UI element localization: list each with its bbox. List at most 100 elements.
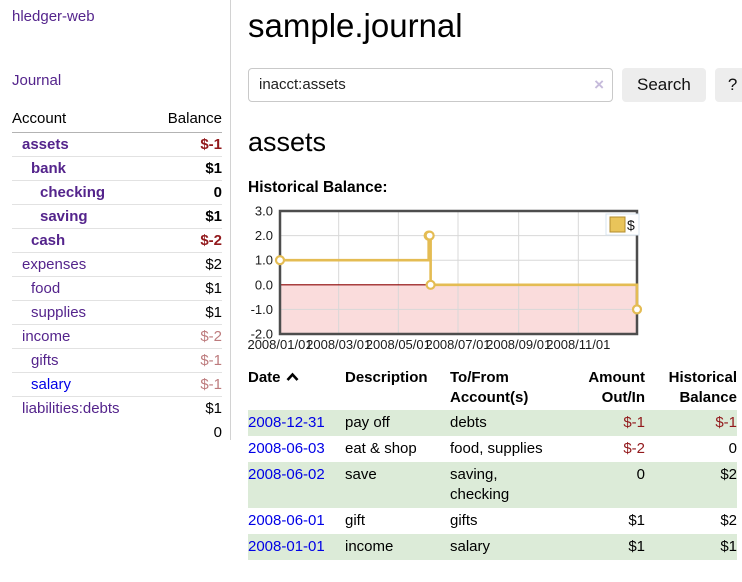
sidebar-item-journal[interactable]: Journal [12,72,62,89]
account-balance: $1 [151,396,222,420]
sidebar: hledger-web Journal Account Balance asse… [0,0,231,441]
accounts-total-value: 0 [213,424,222,441]
account-balance: $-1 [151,372,222,397]
register-header-description: Description [345,368,428,386]
account-link[interactable]: checking [40,184,106,201]
transaction-date-cell: 2008-06-03 [248,436,345,462]
account-balance: $-2 [151,228,222,253]
svg-text:2008/01/01: 2008/01/01 [248,337,313,352]
account-balance: $-1 [200,136,222,153]
account-link[interactable]: bank [31,160,67,177]
transaction-accounts: food, supplies [450,439,543,457]
account-name-cell: gifts [12,348,152,373]
chart-title: Historical Balance: [248,178,388,196]
search-input[interactable] [248,67,613,102]
register-header-date[interactable]: Date [248,366,345,410]
account-name-cell: saving [12,204,152,229]
help-button[interactable]: ? [714,67,742,102]
svg-text:$: $ [627,217,635,233]
transaction-row: 2008-12-31 pay off debts $-1 $-1 [248,409,737,436]
register-header-accounts: To/From Account(s) [450,366,560,410]
account-balance: $1 [151,156,222,181]
transaction-date-link[interactable]: 2008-12-31 [248,413,325,431]
account-row: income $-2 [12,324,222,349]
account-link[interactable]: gifts [31,352,59,369]
transaction-amount: $1 [628,537,645,555]
account-name-cell: food [12,276,152,301]
account-link[interactable]: assets [22,136,69,153]
svg-text:2.0: 2.0 [255,228,273,243]
transaction-balance: $2 [720,511,737,529]
account-name-cell: liabilities:debts [12,396,152,420]
account-balance: 0 [151,180,222,205]
accounts-table: Account Balance assets $-1 bank $1 checking 0… [12,107,222,445]
transaction-description: gift [345,511,366,529]
svg-text:-2.0: -2.0 [251,326,273,341]
accounts-total-spacer [12,420,152,445]
account-row: food $1 [12,276,222,301]
account-link[interactable]: liabilities:debts [22,400,120,417]
account-name-cell: assets [12,133,152,157]
register-header-amount-line2: Out/In [601,388,645,406]
register-header-amount-line1: Amount [588,368,645,386]
account-row: assets $-1 [12,133,222,157]
register-header-balance: Historical Balance [645,366,737,410]
transaction-date-link[interactable]: 2008-06-03 [248,439,325,457]
account-link[interactable]: cash [31,232,66,249]
account-row: checking 0 [12,180,222,205]
transaction-description: save [345,465,377,483]
svg-text:2008/07/01: 2008/07/01 [425,337,490,352]
transaction-balance: 0 [728,439,737,457]
accounts-header-balance: Balance [151,107,222,133]
account-balance: $-1 [151,348,222,373]
account-row: supplies $1 [12,300,222,325]
transaction-row: 2008-01-01 income salary $1 $1 [248,533,737,560]
search-button[interactable]: Search [622,67,706,102]
account-balance: $1 [151,204,222,229]
sort-ascending-icon [286,368,299,388]
account-link[interactable]: food [31,280,61,297]
account-link[interactable]: salary [31,376,72,393]
transaction-date-cell: 2008-06-02 [248,462,345,508]
clear-search-icon[interactable]: × [594,74,604,94]
transaction-balance: $2 [720,465,737,483]
register-header-balance-line1: Historical [668,368,737,386]
historical-balance-chart: $3.0 2.0 1.0 0.0 -1.0 -2.02008/01/012008/03/0… [248,204,643,352]
transaction-date-link[interactable]: 2008-01-01 [248,537,325,555]
svg-text:2008/03/01: 2008/03/01 [306,337,371,352]
svg-text:0.0: 0.0 [255,277,273,292]
account-row: gifts $-1 [12,348,222,373]
account-link[interactable]: income [22,328,71,345]
register-header-date-label: Date [248,368,281,386]
svg-text:2008/09/01: 2008/09/01 [486,337,551,352]
account-name-cell: checking [12,180,152,205]
account-link[interactable]: supplies [31,304,87,321]
transaction-date-cell: 2008-12-31 [248,410,345,436]
accounts-header-account: Account [12,107,152,133]
register-table: Date Description To/From Account(s) Amou… [248,366,737,560]
transaction-row: 2008-06-02 save saving, checking 0 $2 [248,461,737,508]
transaction-amount: 0 [636,465,645,483]
svg-text:2008/11/01: 2008/11/01 [546,337,610,352]
transaction-date-cell: 2008-01-01 [248,534,345,560]
register-header-accounts-line1: To/From [450,368,509,386]
transaction-description: pay off [345,413,390,431]
app-title-link[interactable]: hledger-web [12,8,95,25]
transaction-row: 2008-06-01 gift gifts $1 $2 [248,508,737,534]
transaction-date-link[interactable]: 2008-06-02 [248,465,325,483]
account-name-cell: salary [12,372,152,397]
transaction-balance: $1 [720,537,737,555]
transaction-amount: $-2 [623,439,645,457]
page-title: sample.journal [248,7,463,44]
transaction-amount: $1 [628,511,645,529]
transaction-date-link[interactable]: 2008-06-01 [248,511,325,529]
account-link[interactable]: saving [40,208,88,225]
transaction-description: income [345,537,394,555]
transaction-row: 2008-06-03 eat & shop food, supplies $-2 0 [248,436,737,462]
account-link[interactable]: expenses [22,256,87,273]
svg-text:1.0: 1.0 [255,253,273,268]
svg-text:3.0: 3.0 [255,204,273,219]
transaction-accounts: gifts [450,511,478,529]
transaction-accounts: saving, checking [450,465,510,503]
